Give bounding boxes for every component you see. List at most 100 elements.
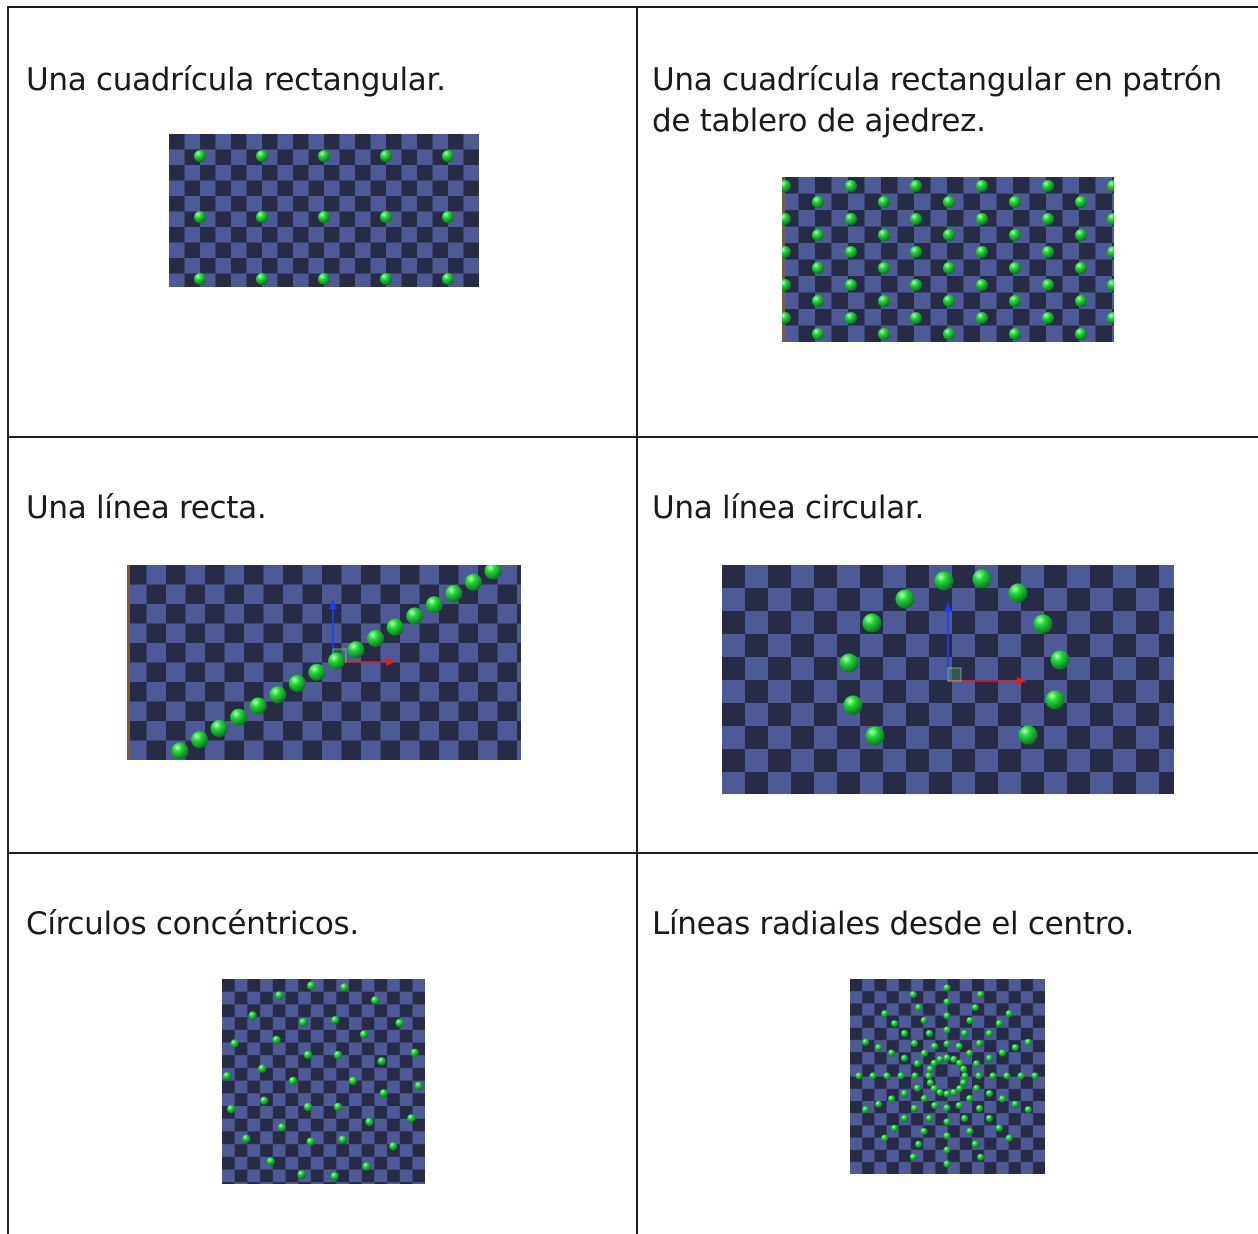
sphere-marker [272,1035,281,1045]
cell-rectangular-grid: Una cuadrícula rectangular. [9,8,636,436]
sphere-marker [875,1044,883,1052]
sphere-marker [1075,262,1087,274]
sphere-marker [998,1049,1007,1057]
axis-vertical-arrow [329,600,337,609]
sphere-marker [171,742,189,760]
sphere-marker [1042,246,1054,258]
sphere-marker [1009,295,1021,307]
sphere-marker [380,150,392,162]
sphere-marker [1050,650,1070,670]
sphere-marker [812,328,824,340]
sphere-marker [340,983,349,992]
cell-title: Una cuadrícula rectangular. [26,62,446,98]
sphere-marker [943,295,955,307]
axis-vertical-arrow [944,603,952,612]
sphere-marker [975,1104,984,1113]
sphere-marker [909,1153,917,1161]
axis-horizontal-arrow [386,658,395,666]
sphere-marker [318,273,330,285]
sphere-marker [910,213,922,225]
axis-horizontal-arrow [1017,677,1026,685]
sphere-marker [976,279,988,291]
sphere-marker [1075,328,1087,340]
sphere-marker [943,1160,951,1168]
sphere-marker [1107,312,1114,324]
sphere-marker [230,1039,239,1048]
sphere-marker [943,1132,951,1140]
sphere-marker [869,1072,877,1080]
sphere-marker [260,1096,269,1105]
sphere-marker [900,1029,909,1038]
sphere-marker [915,1140,923,1148]
sphere-marker [878,262,890,274]
sphere-marker [943,1104,951,1112]
sphere-marker [976,180,988,192]
concentric-circles-render [222,979,425,1184]
sphere-marker [194,150,206,162]
cell-title: Una línea circular. [652,490,925,526]
sphere-marker [936,1089,944,1097]
sphere-marker [1011,1044,1019,1052]
sphere-marker [442,150,454,162]
sphere-marker [975,1039,984,1048]
sphere-marker [248,1011,257,1020]
sphere-marker [878,328,890,340]
sphere-marker [985,1114,994,1123]
sphere-marker [330,1172,340,1181]
sphere-marker [1008,583,1028,603]
sphere-marker [897,1072,905,1080]
sphere-marker [348,1076,358,1086]
sphere-marker [782,246,791,258]
sphere-marker [1011,1100,1019,1108]
sphere-marker [194,211,206,223]
sphere-marker [881,1134,889,1142]
sphere-marker [256,211,268,223]
sphere-marker [347,641,365,659]
sphere-marker [976,213,988,225]
sphere-marker [1009,328,1021,340]
sphere-marker [1018,725,1038,745]
cell-title: Una cuadrícula rectangular en patrón de … [652,62,1222,139]
sphere-marker [303,1050,313,1060]
sphere-marker [1107,213,1114,225]
sphere-marker [845,180,857,192]
table-border-middle [636,6,638,1234]
sphere-marker [442,273,454,285]
sphere-marker [920,1049,928,1057]
sphere-marker [1003,1072,1011,1080]
sphere-marker [943,1118,951,1126]
sphere-marker [845,279,857,291]
sphere-marker [359,1030,369,1039]
sphere-marker [895,589,915,609]
sphere-marker [920,1127,928,1136]
radial-lines-render [850,979,1045,1174]
sphere-marker [318,150,330,162]
sphere-marker [862,1038,870,1046]
sphere-marker [972,1084,981,1092]
sphere-marker [297,1170,306,1179]
sphere-marker [881,1010,889,1018]
sphere-marker [445,585,463,602]
sphere-marker [976,246,988,258]
sphere-marker [266,1157,276,1166]
sphere-marker [989,1072,997,1080]
sphere-marker [966,1016,974,1025]
sphere-marker [955,1101,963,1110]
sphere-marker [878,229,890,241]
sphere-marker [976,312,988,324]
sphere-marker [1024,1106,1032,1114]
sphere-marker [782,279,791,291]
sphere-marker [977,1153,985,1161]
sphere-marker [960,1079,968,1087]
sphere-marker [1033,614,1053,634]
sphere-marker [839,653,859,673]
sphere-marker [913,1060,922,1068]
cell-circular-line: Una línea circular. [638,438,1258,852]
sphere-marker [910,279,922,291]
sphere-marker [943,1054,951,1062]
sphere-marker [915,1004,923,1012]
sphere-marker [303,1102,313,1112]
sphere-marker [985,1029,994,1038]
sphere-marker [875,1100,883,1108]
